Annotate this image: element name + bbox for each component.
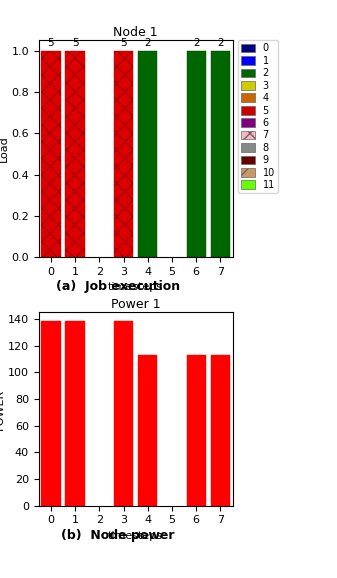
X-axis label: timesteps: timesteps	[108, 531, 163, 541]
Text: 5: 5	[120, 38, 127, 47]
Bar	[65, 51, 85, 257]
Text: 5: 5	[72, 38, 79, 47]
Bar	[41, 321, 61, 506]
Text: 5: 5	[48, 38, 54, 47]
Text: (b)  Node power: (b) Node power	[61, 529, 175, 542]
Legend: 0, 1, 2, 3, 4, 5, 6, 7, 8, 9, 10, 11: 0, 1, 2, 3, 4, 5, 6, 7, 8, 9, 10, 11	[238, 40, 278, 193]
Title: Node 1: Node 1	[113, 26, 158, 39]
Bar	[41, 51, 61, 257]
Bar	[186, 355, 206, 506]
Bar	[65, 321, 85, 506]
Bar	[114, 51, 133, 257]
Bar	[138, 51, 157, 257]
Text: 2: 2	[145, 38, 151, 47]
Y-axis label: POWER: POWER	[0, 388, 5, 429]
Title: Power 1: Power 1	[111, 298, 160, 311]
Text: 2: 2	[217, 38, 224, 47]
Y-axis label: Load: Load	[0, 135, 8, 162]
Bar	[114, 321, 133, 506]
Bar	[211, 51, 230, 257]
Text: 2: 2	[193, 38, 200, 47]
Bar	[211, 355, 230, 506]
Bar	[138, 355, 157, 506]
Text: (a)  Job execution: (a) Job execution	[56, 280, 180, 293]
Bar	[186, 51, 206, 257]
X-axis label: timesteps: timesteps	[108, 283, 163, 292]
